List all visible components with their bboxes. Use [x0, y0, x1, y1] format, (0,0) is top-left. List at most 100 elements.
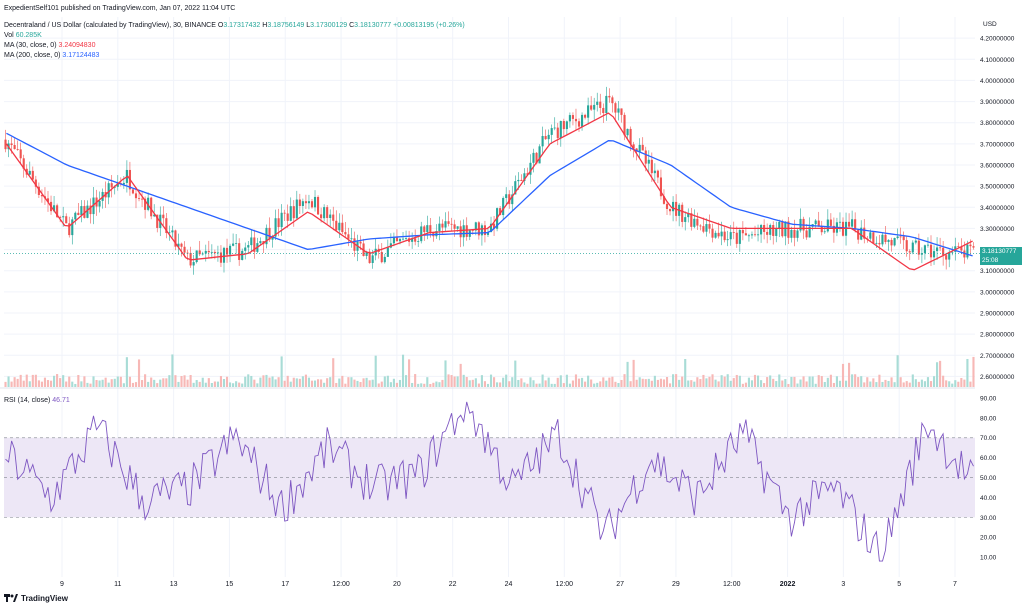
volume-bar — [602, 377, 605, 387]
footer-brand: TradingView — [21, 594, 68, 604]
tradingview-footer[interactable]: TradingView — [4, 594, 68, 604]
volume-bar — [338, 378, 341, 387]
candle-body — [890, 239, 893, 246]
volume-bar — [404, 375, 408, 387]
volume-bar — [860, 376, 863, 387]
price-axis[interactable]: 4.20000000 4.10000000 4.00000000 3.90000000… — [980, 21, 1015, 381]
volume-legend[interactable]: Vol 60.285K — [4, 31, 42, 40]
volume-bar — [893, 382, 896, 387]
volume-bar — [295, 378, 298, 387]
candle-body — [68, 223, 71, 236]
volume-bar — [492, 377, 496, 387]
volume-bar — [271, 376, 274, 387]
rsi-axis[interactable]: 90.00 80.00 70.00 60.00 50.00 40.00 30.00 20.00… — [980, 395, 997, 561]
candle-body — [541, 136, 544, 147]
volume-bar — [310, 380, 314, 387]
candle-body — [423, 226, 426, 233]
time-tick-label: 3 — [841, 581, 845, 588]
volume-bar — [884, 379, 887, 387]
rsi-line — [5, 401, 974, 562]
rsi-band — [4, 437, 975, 518]
candle-body — [216, 252, 219, 254]
volume-bar — [426, 377, 429, 387]
volume-bar — [435, 381, 438, 387]
volume-bar — [253, 379, 256, 387]
candle-body — [162, 214, 165, 219]
candle-body — [896, 236, 899, 239]
volume-bar — [544, 380, 547, 387]
candle-body — [235, 243, 238, 244]
candle-body — [62, 216, 65, 218]
time-axis[interactable]: 9 11 13 15 17 12:00 20 22 24 12:00 27 29 12:00 2022 3 5… — [60, 581, 957, 588]
candle-body — [911, 242, 914, 253]
volume-bar — [574, 374, 578, 387]
candle-body — [31, 170, 34, 180]
candle-body — [863, 227, 866, 239]
volume-bar — [681, 376, 684, 387]
candle-body — [368, 251, 371, 264]
volume-bar — [265, 374, 268, 387]
candle-body — [107, 183, 110, 198]
ma200-legend[interactable]: MA (200, close, 0) 3.17124483 — [4, 51, 99, 60]
volume-bar — [289, 381, 292, 387]
volume-bar — [259, 377, 262, 387]
price-tick-label: 3.70000000 — [980, 141, 1015, 148]
time-tick-label: 15 — [226, 581, 234, 588]
candle-body — [28, 170, 31, 175]
volume-bar — [210, 382, 213, 387]
candle-body — [486, 232, 490, 235]
rsi-legend[interactable]: RSI (14, close) 46.71 — [4, 396, 70, 405]
ohlc-low-value: 3.17300129 — [310, 22, 348, 29]
volume-bar — [526, 383, 529, 387]
symbol-title[interactable]: Decentraland / US Dollar (calculated by … — [4, 22, 216, 29]
candle-body — [708, 224, 711, 229]
candle-body — [502, 197, 505, 216]
volume-bar — [675, 374, 678, 387]
volume-bar — [238, 382, 241, 387]
volume-bar — [854, 374, 857, 387]
candle-body — [744, 233, 747, 236]
volume-bar — [772, 378, 775, 387]
time-tick-label: 13 — [170, 581, 178, 588]
candle-body — [247, 245, 250, 248]
candle-body — [131, 189, 135, 194]
volume-bar — [699, 379, 702, 387]
candle-body — [571, 115, 575, 119]
candle-body — [681, 204, 684, 222]
volume-bar — [326, 378, 329, 387]
volume-bar — [150, 377, 153, 387]
candle-body — [957, 246, 960, 248]
volume-bar — [766, 377, 769, 387]
candle-body — [738, 230, 741, 244]
volume-bar — [784, 379, 787, 387]
price-tick-label: 2.90000000 — [980, 311, 1015, 318]
candle-body — [875, 242, 878, 244]
price-tick-label: 3.90000000 — [980, 99, 1015, 106]
volume-bar — [201, 377, 204, 387]
candle-body — [805, 230, 808, 238]
volume-bar — [805, 381, 808, 387]
volume-bar — [963, 379, 966, 387]
volume-bar — [116, 376, 119, 387]
volume-bar — [486, 383, 490, 387]
volume-bar — [920, 379, 923, 387]
volume-bar — [104, 377, 107, 387]
volume-bar — [568, 383, 571, 387]
volume-bar — [951, 383, 954, 387]
volume-bar — [763, 383, 766, 387]
volume-bar — [438, 382, 441, 387]
candle-body — [168, 232, 171, 234]
candle-body — [580, 114, 584, 127]
ma30-legend[interactable]: MA (30, close, 0) 3.24094830 — [4, 41, 95, 50]
rsi-value: 46.71 — [52, 397, 70, 404]
volume-bar — [40, 381, 43, 387]
candle-body — [690, 213, 693, 227]
candle-body — [329, 214, 332, 218]
volume-bar — [174, 375, 177, 387]
volume-bar — [177, 381, 180, 387]
volume-bar — [550, 383, 553, 387]
candle-body — [838, 221, 842, 223]
candle-body — [945, 255, 948, 260]
candle-body — [626, 128, 629, 136]
